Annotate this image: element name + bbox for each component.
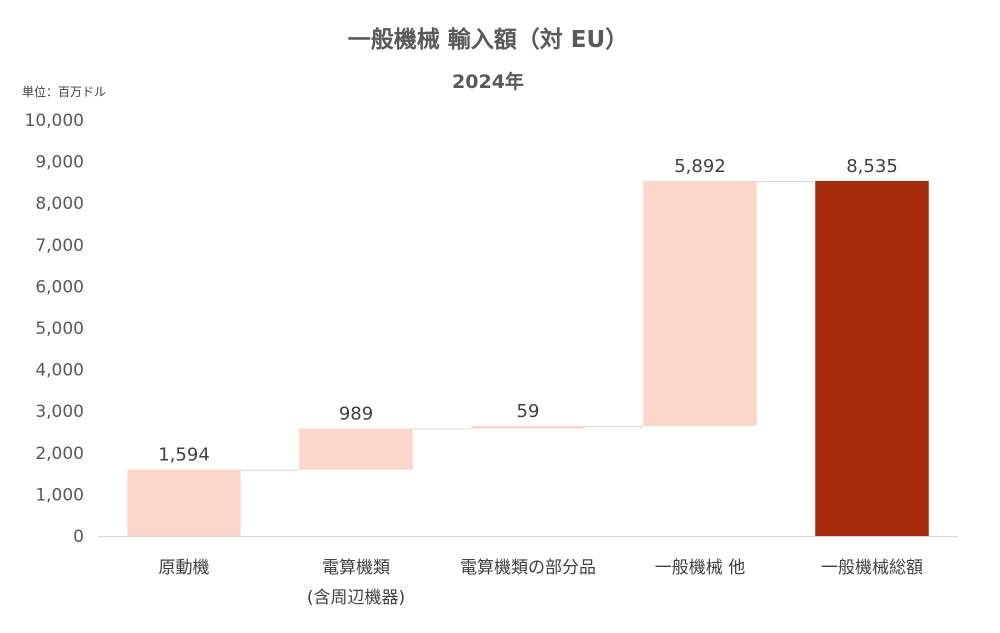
total-bar — [815, 180, 929, 536]
y-tick-label: 5,000 — [35, 319, 84, 339]
data-label: 5,892 — [674, 156, 726, 177]
data-label: 59 — [517, 401, 540, 422]
category-label: 一般機械 他 — [655, 558, 745, 578]
category-label: 電算機類の部分品 — [460, 558, 596, 578]
y-tick-label: 8,000 — [35, 194, 84, 214]
y-tick-label: 6,000 — [35, 277, 84, 297]
increment-bar — [471, 426, 585, 429]
y-tick-label: 4,000 — [35, 361, 84, 381]
y-tick-label: 10,000 — [25, 111, 84, 131]
y-tick-label: 9,000 — [35, 153, 84, 173]
data-label: 989 — [339, 404, 373, 425]
increment-bar — [643, 180, 757, 427]
category-label: 電算機類 — [322, 558, 390, 578]
y-tick-label: 1,000 — [35, 485, 84, 505]
chart-title: 一般機械 輸入額（対 EU） — [348, 26, 628, 53]
data-label: 8,535 — [846, 156, 898, 177]
increment-bar — [299, 428, 413, 470]
increment-bar — [127, 469, 241, 536]
y-tick-label: 0 — [73, 527, 84, 547]
category-label: 一般機械総額 — [821, 558, 923, 578]
y-tick-label: 2,000 — [35, 444, 84, 464]
y-tick-label: 3,000 — [35, 402, 84, 422]
unit-label: 単位：百万ドル — [22, 84, 106, 99]
category-label: 原動機 — [159, 558, 210, 578]
plot-area: 0 1,000 2,000 3,000 4,000 5,000 6,000 7,000 8,00… — [25, 111, 958, 608]
chart-subtitle: 2024年 — [452, 70, 524, 93]
data-label: 1,594 — [158, 445, 210, 466]
category-label: (含周辺機器) — [307, 588, 405, 608]
y-tick-label: 7,000 — [35, 236, 84, 256]
